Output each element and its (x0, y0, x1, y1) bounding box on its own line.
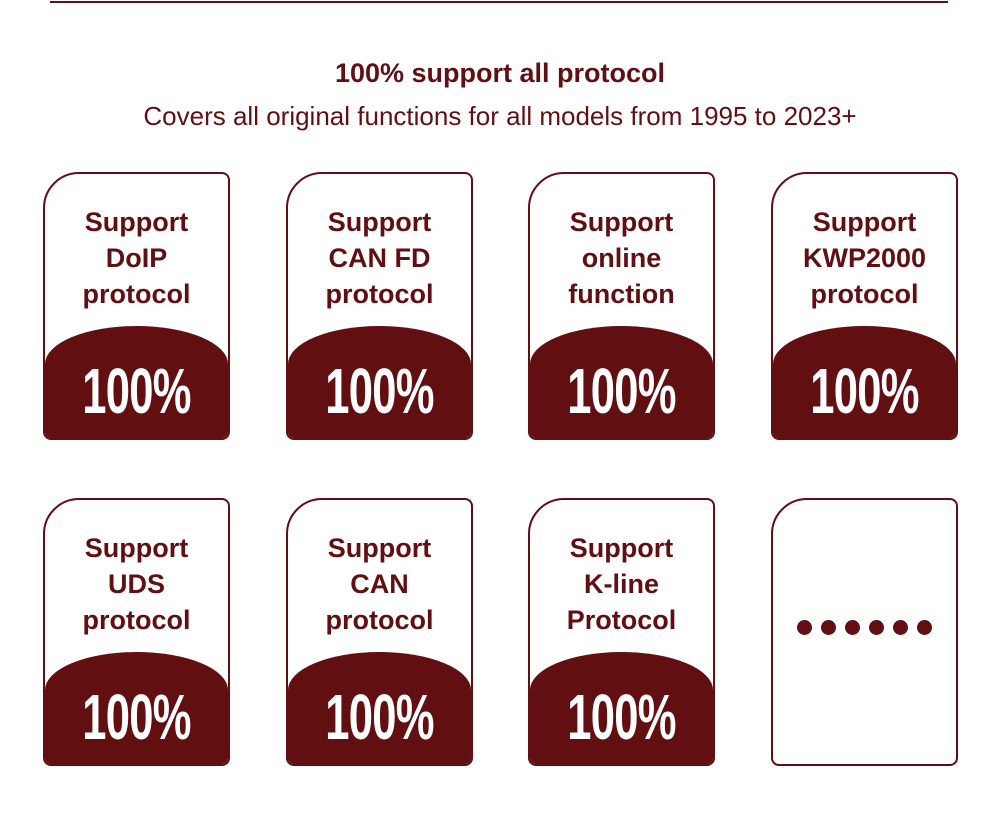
card-label: Support DoIP protocol (45, 204, 228, 312)
card-dome (45, 652, 228, 764)
card-percentage: 100% (325, 681, 434, 753)
card-label-line: Support (84, 533, 189, 563)
protocol-card: Support K-line Protocol 100% (528, 498, 715, 766)
card-percentage: 100% (82, 355, 191, 427)
card-label-line: Support (327, 533, 432, 563)
page-title: 100% support all protocol (334, 58, 666, 88)
card-percentage: 100% (567, 355, 676, 427)
card-label-line: online (581, 243, 662, 273)
card-label: Support online function (530, 204, 713, 312)
card-percentage: 100% (82, 681, 191, 753)
card-label-line: Support (812, 207, 917, 237)
card-percentage: 100% (325, 355, 434, 427)
card-label-line: protocol (325, 605, 434, 635)
card-dome (288, 326, 471, 438)
card-label: Support KWP2000 protocol (773, 204, 956, 312)
card-label: Support CAN protocol (288, 530, 471, 638)
card-dome (773, 326, 956, 438)
card-label-line: Support (327, 207, 432, 237)
card-label-line: Support (84, 207, 189, 237)
card-label-line: KWP2000 (802, 243, 927, 273)
card-label-line: protocol (810, 279, 919, 309)
top-divider (50, 1, 948, 3)
card-dome (530, 652, 713, 764)
card-label-line: K-line (583, 569, 659, 599)
card-label-line: Support (569, 207, 674, 237)
more-protocols-card (771, 498, 958, 766)
card-label-line: CAN (350, 569, 409, 599)
card-label-line: DoIP (105, 243, 168, 273)
card-label-line: Protocol (566, 605, 677, 635)
card-label-line: protocol (325, 279, 434, 309)
card-percentage: 100% (810, 355, 919, 427)
card-label-line: function (568, 279, 675, 309)
card-percentage: 100% (567, 681, 676, 753)
page-subtitle: Covers all original functions for all mo… (143, 101, 857, 131)
ellipsis-icon (773, 620, 956, 635)
protocol-card: Support DoIP protocol 100% (43, 172, 230, 440)
protocol-card: Support UDS protocol 100% (43, 498, 230, 766)
card-dome (45, 326, 228, 438)
card-dome (288, 652, 471, 764)
card-label-line: UDS (107, 569, 165, 599)
card-label: Support CAN FD protocol (288, 204, 471, 312)
card-label-line: CAN FD (328, 243, 431, 273)
card-label-line: Support (569, 533, 674, 563)
protocol-card: Support CAN FD protocol 100% (286, 172, 473, 440)
protocol-card: Support CAN protocol 100% (286, 498, 473, 766)
protocol-card: Support KWP2000 protocol 100% (771, 172, 958, 440)
protocol-card: Support online function 100% (528, 172, 715, 440)
card-label-line: protocol (82, 279, 191, 309)
card-dome (530, 326, 713, 438)
card-label: Support UDS protocol (45, 530, 228, 638)
card-label-line: protocol (82, 605, 191, 635)
card-label: Support K-line Protocol (530, 530, 713, 638)
